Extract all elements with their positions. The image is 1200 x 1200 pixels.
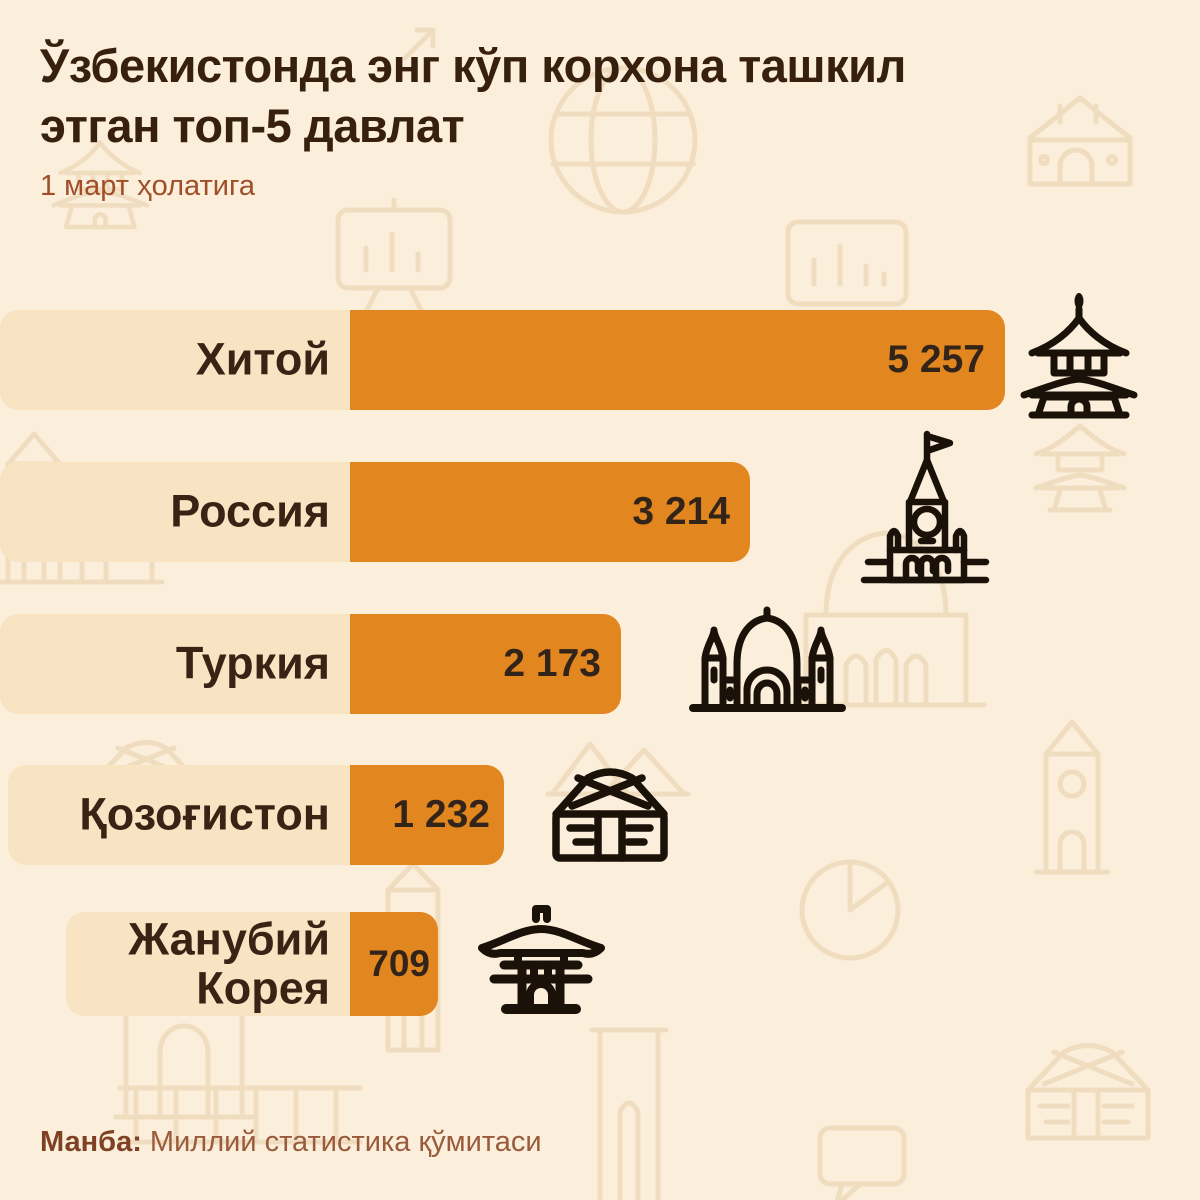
bar-label: Жанубий Корея xyxy=(128,913,330,1013)
bar-label: Россия xyxy=(170,485,330,537)
colonnade-icon xyxy=(117,1085,363,1145)
small-pagoda-icon xyxy=(1033,423,1127,513)
source-label: Манба: xyxy=(40,1126,142,1158)
bar-kazakhstan: 1 232 xyxy=(350,765,504,865)
minaret-icon xyxy=(589,1027,669,1200)
gatehouse-icon xyxy=(1027,95,1133,187)
page-subtitle: 1 март ҳолатига xyxy=(40,170,256,202)
pagoda-outline-icon xyxy=(51,140,150,230)
bar-value: 2 173 xyxy=(503,642,601,685)
yurt-corner-icon xyxy=(1025,1043,1151,1141)
pie-chart-icon xyxy=(799,859,901,961)
globe-icon xyxy=(548,65,698,215)
mosque-icon xyxy=(685,606,850,718)
bar-label: Туркия xyxy=(175,637,330,689)
bar-chart-icon xyxy=(785,219,909,307)
korean-gate-icon xyxy=(474,903,609,1023)
bar-value: 1 232 xyxy=(392,793,490,836)
chart-row-kazakhstan: 1 232 Қозоғистон xyxy=(8,765,504,865)
chart-row-south-korea: 709 Жанубий Корея xyxy=(66,912,438,1016)
bar-russia: 3 214 xyxy=(350,462,750,562)
chart-row-turkey: 2 173 Туркия xyxy=(0,614,621,714)
bar-label: Қозоғистон xyxy=(79,788,330,840)
speech-bubble-icon xyxy=(817,1125,907,1200)
bar-turkey: 2 173 xyxy=(350,614,621,714)
presentation-chart-icon xyxy=(335,197,453,315)
bar-china: 5 257 xyxy=(350,310,1005,410)
yurt-icon xyxy=(546,756,674,864)
clock-tower-icon xyxy=(1033,719,1111,875)
chart-row-china: 5 257 Хитой xyxy=(0,310,1005,410)
source-line: Манба: Миллий статистика қўмитаси xyxy=(40,1126,542,1159)
pagoda-icon xyxy=(1018,291,1140,419)
bar-value: 709 xyxy=(368,943,430,984)
bar-label: Хитой xyxy=(195,333,330,385)
page-title: Ўзбекистонда энг кўп корхона ташкил этга… xyxy=(40,39,906,152)
kremlin-tower-icon xyxy=(860,430,990,585)
bar-value: 5 257 xyxy=(887,338,985,381)
bar-south-korea: 709 xyxy=(350,912,438,1016)
bar-value: 3 214 xyxy=(632,490,730,533)
arrow-icon xyxy=(402,27,436,61)
chart-row-russia: 3 214 Россия xyxy=(0,462,750,562)
source-text: Миллий статистика қўмитаси xyxy=(149,1126,542,1158)
